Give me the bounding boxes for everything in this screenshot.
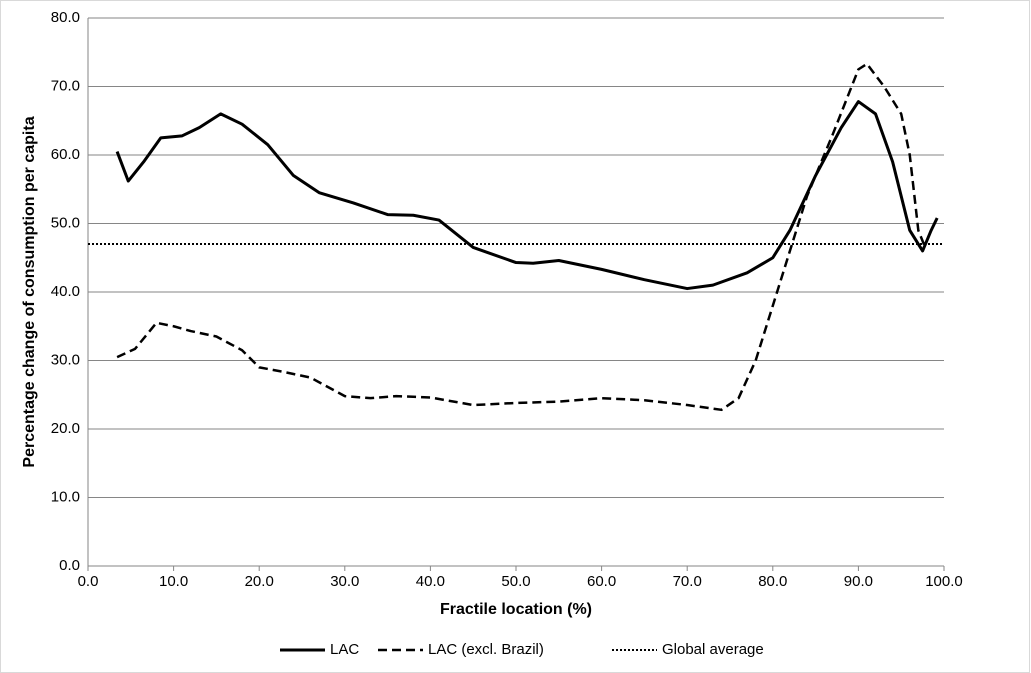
x-tick-label: 90.0 — [844, 573, 873, 590]
y-tick-label: 70.0 — [51, 77, 80, 94]
x-tick-label: 40.0 — [416, 573, 445, 590]
x-tick-label: 30.0 — [330, 573, 359, 590]
y-tick-label: 0.0 — [59, 557, 80, 574]
x-tick-label: 10.0 — [159, 573, 188, 590]
x-tick-label: 80.0 — [758, 573, 787, 590]
x-tick-label: 0.0 — [78, 573, 99, 590]
legend-label: LAC — [330, 641, 359, 658]
series-line — [116, 62, 927, 412]
y-tick-label: 30.0 — [51, 351, 80, 368]
y-tick-label: 10.0 — [51, 488, 80, 505]
y-tick-label: 80.0 — [51, 9, 80, 26]
x-tick-label: 60.0 — [587, 573, 616, 590]
x-tick-label: 20.0 — [245, 573, 274, 590]
legend-label: Global average — [662, 641, 764, 658]
x-tick-label: 100.0 — [925, 573, 963, 590]
y-tick-label: 40.0 — [51, 283, 80, 300]
y-axis-label: Percentage change of consumption per cap… — [21, 116, 38, 467]
legend-label: LAC (excl. Brazil) — [428, 641, 544, 658]
y-tick-label: 20.0 — [51, 420, 80, 437]
x-tick-label: 70.0 — [673, 573, 702, 590]
y-tick-label: 60.0 — [51, 146, 80, 163]
series-line — [115, 100, 939, 291]
y-tick-label: 50.0 — [51, 214, 80, 231]
x-tick-label: 50.0 — [501, 573, 530, 590]
x-axis-label: Fractile location (%) — [440, 601, 592, 618]
